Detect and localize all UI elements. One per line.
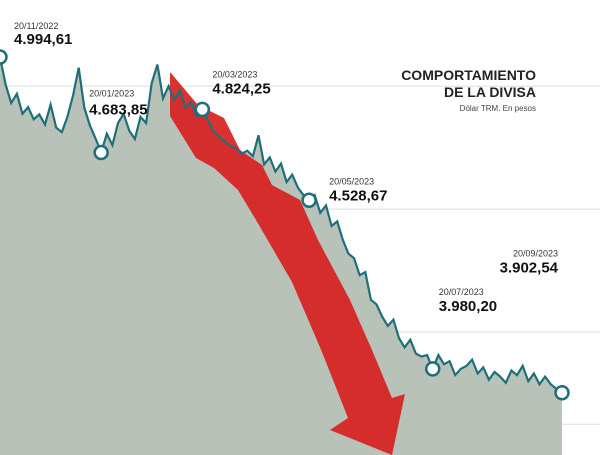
data-label-date: 20/05/2023 — [329, 176, 374, 186]
data-point — [0, 49, 8, 65]
chart-title-line-2: DE LA DIVISA — [444, 84, 536, 100]
data-label-value: 3.902,54 — [500, 260, 559, 277]
data-point — [194, 101, 211, 118]
series-line — [0, 56, 563, 394]
chart-subtitle: Dólar TRM. En pesos — [460, 104, 536, 113]
data-label-value: 3.980,20 — [439, 298, 497, 315]
data-point — [301, 192, 317, 209]
data-label-value: 4.683,85 — [89, 102, 147, 119]
data-label-value: 4.528,67 — [329, 187, 387, 204]
data-label-date: 20/09/2023 — [513, 249, 558, 259]
data-point — [93, 144, 109, 161]
data-point — [424, 361, 441, 377]
data-label-date: 20/01/2023 — [89, 89, 134, 99]
data-points — [0, 49, 570, 401]
data-label-value: 4.824,25 — [212, 80, 270, 97]
chart-title-line-1: COMPORTAMIENTO — [401, 67, 536, 83]
data-label-date: 20/07/2023 — [439, 287, 484, 297]
data-point — [554, 384, 570, 401]
data-label-date: 20/03/2023 — [212, 69, 257, 79]
data-label-value: 4.994,61 — [14, 31, 72, 48]
data-label-date: 20/11/2022 — [14, 21, 58, 31]
chart-title: COMPORTAMIENTO DE LA DIVISA Dólar TRM. E… — [401, 67, 536, 113]
trend-arrow — [170, 72, 405, 455]
